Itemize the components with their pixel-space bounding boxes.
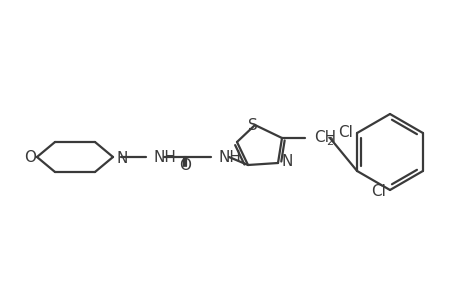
Text: Cl: Cl xyxy=(337,124,353,140)
Text: S: S xyxy=(247,118,257,133)
Text: O: O xyxy=(179,158,190,173)
Text: 2: 2 xyxy=(325,137,332,147)
Text: NH: NH xyxy=(218,149,241,164)
Text: CH: CH xyxy=(313,130,336,145)
Text: Cl: Cl xyxy=(370,184,385,199)
Text: NH: NH xyxy=(154,149,177,164)
Text: N: N xyxy=(117,151,128,166)
Text: N: N xyxy=(281,154,293,169)
Text: O: O xyxy=(24,149,36,164)
